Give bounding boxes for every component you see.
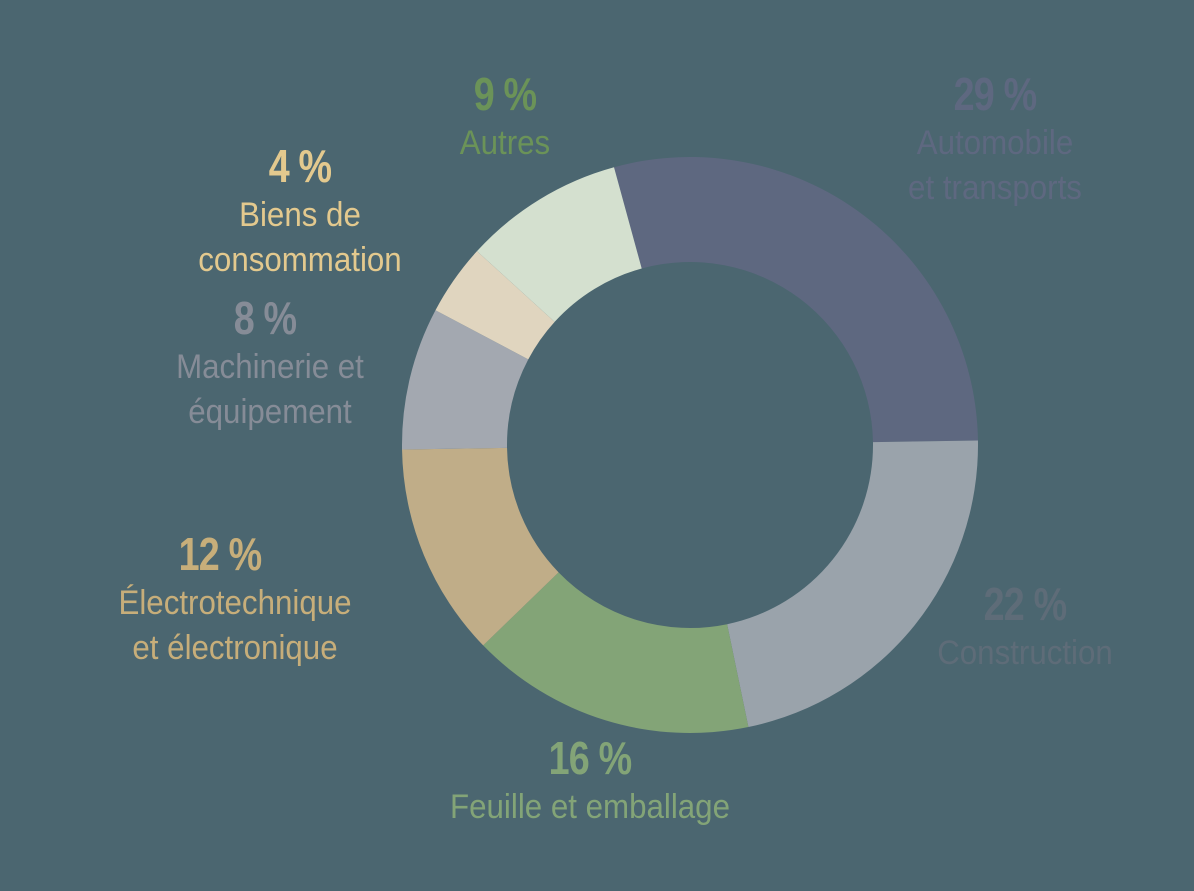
donut-slice <box>483 572 749 734</box>
label-electro: 12 % Électrotechnique et électronique <box>60 528 410 671</box>
pct-automobile: 29 % <box>953 68 1038 120</box>
name-biens: Biens de consommation <box>198 195 402 279</box>
pct-electro: 12 % <box>178 528 263 580</box>
donut-slice <box>402 310 529 450</box>
label-machinerie: 8 % Machinerie et équipement <box>140 292 400 435</box>
donut-slice <box>402 447 559 646</box>
name-autres: Autres <box>459 123 551 162</box>
donut-slice <box>727 440 979 728</box>
name-construction: Construction <box>937 633 1113 672</box>
label-automobile: 29 % Automobile et transports <box>870 68 1120 211</box>
name-electro: Électrotechnique et électronique <box>118 583 352 667</box>
donut-slice <box>476 167 642 322</box>
pct-autres: 9 % <box>473 68 537 120</box>
pct-feuille: 16 % <box>548 732 633 784</box>
donut-slice <box>614 156 978 443</box>
name-automobile: Automobile et transports <box>908 123 1082 207</box>
pct-machinerie: 8 % <box>233 292 297 344</box>
name-machinerie: Machinerie et équipement <box>176 347 364 431</box>
label-construction: 22 % Construction <box>900 578 1150 676</box>
name-feuille: Feuille et emballage <box>450 787 730 826</box>
label-feuille: 16 % Feuille et emballage <box>390 732 790 830</box>
label-biens: 4 % Biens de consommation <box>180 140 420 283</box>
pct-biens: 4 % <box>268 140 332 192</box>
label-autres: 9 % Autres <box>410 68 600 166</box>
donut-slice <box>435 251 555 360</box>
pct-construction: 22 % <box>983 578 1068 630</box>
